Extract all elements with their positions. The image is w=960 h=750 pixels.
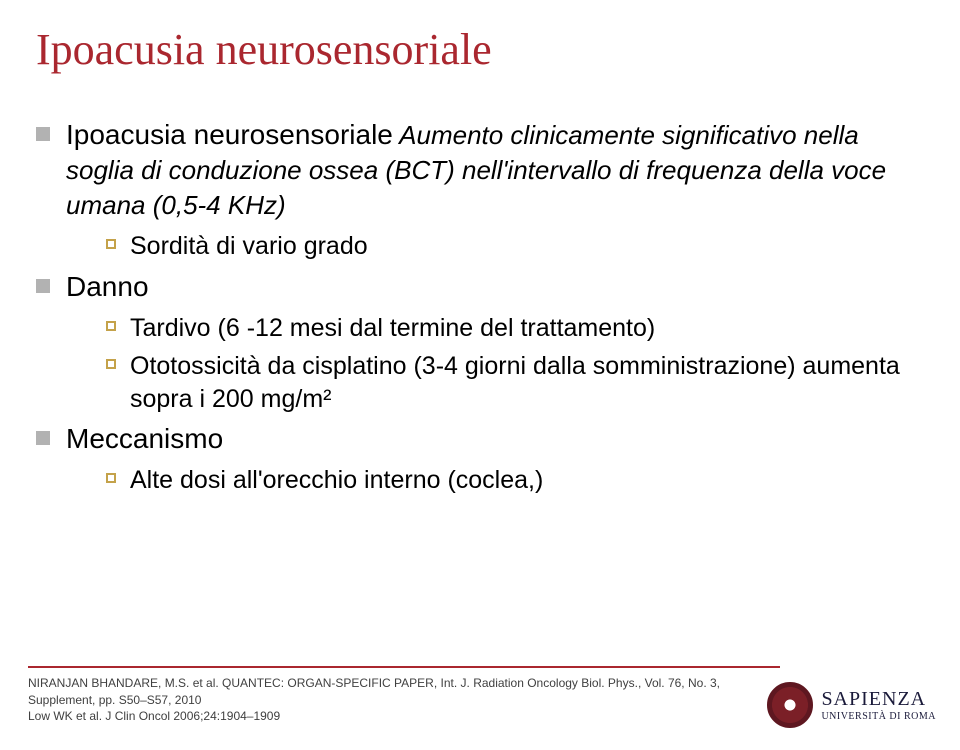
sub-bullet-group: Alte dosi all'orecchio interno (coclea,) [106,464,924,497]
hollow-square-icon [106,321,116,331]
bullet-text: Meccanismo [66,421,924,456]
footer-divider [28,666,780,668]
square-bullet-icon [36,127,50,141]
slide: Ipoacusia neurosensoriale Ipoacusia neur… [0,0,960,750]
sub-bullet-text: Alte dosi all'orecchio interno (coclea,) [130,464,924,497]
sub-bullet-text: Sordità di vario grado [130,230,924,263]
references-block: NIRANJAN BHANDARE, M.S. et al. QUANTEC: … [28,675,728,724]
bullet-text: Ipoacusia neurosensoriale Aumento clinic… [66,117,924,222]
sub-bullet-group: Tardivo (6 -12 mesi dal termine del trat… [106,312,924,416]
sub-bullet-text: Tardivo (6 -12 mesi dal termine del trat… [130,312,924,345]
logo-main-text: SAPIENZA [821,688,936,711]
hollow-square-icon [106,239,116,249]
bullet-text: Danno [66,269,924,304]
logo-sub-text: UNIVERSITÀ DI ROMA [821,711,936,722]
reference-line: NIRANJAN BHANDARE, M.S. et al. QUANTEC: … [28,675,728,707]
logo-text: SAPIENZA UNIVERSITÀ DI ROMA [821,688,936,722]
sub-bullet-group: Sordità di vario grado [106,230,924,263]
square-bullet-icon [36,279,50,293]
square-bullet-icon [36,431,50,445]
sub-bullet-item: Sordità di vario grado [106,230,924,263]
sub-bullet-text: Ototossicità da cisplatino (3-4 giorni d… [130,350,924,415]
bullet-lead: Danno [66,271,149,302]
slide-title: Ipoacusia neurosensoriale [36,24,924,75]
bullet-lead: Ipoacusia neurosensoriale [66,119,393,150]
sub-bullet-item: Tardivo (6 -12 mesi dal termine del trat… [106,312,924,345]
sub-bullet-item: Alte dosi all'orecchio interno (coclea,) [106,464,924,497]
reference-line: Low WK et al. J Clin Oncol 2006;24:1904–… [28,708,728,724]
bullet-item: Ipoacusia neurosensoriale Aumento clinic… [36,117,924,222]
university-logo: SAPIENZA UNIVERSITÀ DI ROMA [767,682,936,728]
logo-seal-icon [767,682,813,728]
bullet-item: Danno [36,269,924,304]
bullet-item: Meccanismo [36,421,924,456]
hollow-square-icon [106,359,116,369]
sub-bullet-item: Ototossicità da cisplatino (3-4 giorni d… [106,350,924,415]
hollow-square-icon [106,473,116,483]
bullet-lead: Meccanismo [66,423,223,454]
